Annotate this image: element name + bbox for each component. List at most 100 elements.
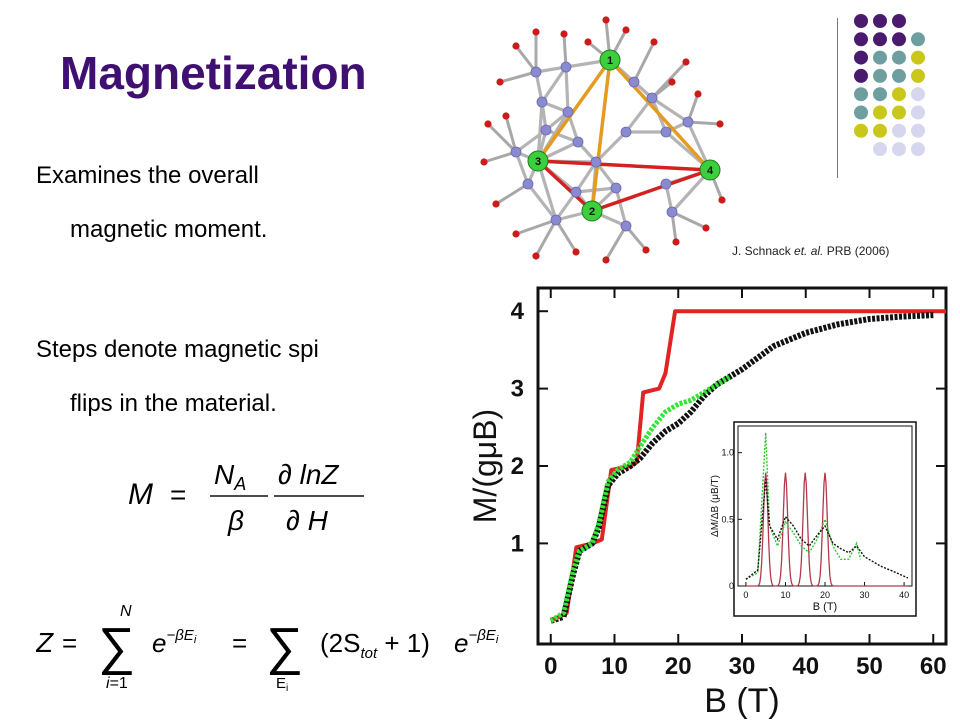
- atom: [584, 38, 591, 45]
- inset-x-tick-label: 0: [743, 590, 748, 600]
- dot: [911, 87, 925, 101]
- dot: [873, 69, 887, 83]
- tetra-edge: [538, 161, 710, 170]
- dot: [911, 51, 925, 65]
- eq-dh: ∂ H: [286, 505, 329, 536]
- inset-x-tick-label: 10: [780, 590, 790, 600]
- atom: [621, 127, 631, 137]
- dot: [892, 32, 906, 46]
- atom: [532, 28, 539, 35]
- atom: [512, 42, 519, 49]
- atom: [622, 26, 629, 33]
- inset-y-tick-label: 1.0: [721, 448, 734, 458]
- bullet-2-line-2: flips in the material.: [70, 392, 277, 416]
- y-tick-label: 4: [511, 298, 525, 325]
- tetra-edge: [610, 60, 710, 170]
- atom: [561, 62, 571, 72]
- bond: [496, 184, 528, 204]
- x-tick-label: 10: [601, 653, 628, 680]
- atom: [541, 125, 551, 135]
- atom: [511, 147, 521, 157]
- eq-beta: β: [227, 505, 244, 536]
- eq-sum-2: ∑: [266, 618, 303, 676]
- dot: [911, 69, 925, 83]
- dot: [892, 142, 906, 156]
- eq-equals-2: =: [232, 628, 247, 658]
- dot: [892, 14, 906, 28]
- magnetization-chart: 0 10 20 30 40 50 60 1 2 3 4 B (T) M/(gμB) 0 10 20 30 40 0 0…: [460, 276, 960, 720]
- atom: [661, 179, 671, 189]
- inset-x-tick-label: 30: [860, 590, 870, 600]
- magnetization-equation: M = NA β ∂ lnZ ∂ H: [128, 448, 388, 538]
- dot: [892, 51, 906, 65]
- atom: [668, 78, 675, 85]
- dot: [854, 51, 868, 65]
- dot: [892, 106, 906, 120]
- dot: [911, 32, 925, 46]
- bullet-1-line-2: magnetic moment.: [70, 218, 267, 242]
- atom: [621, 221, 631, 231]
- x-tick-label: 30: [729, 653, 756, 680]
- bond: [542, 67, 566, 102]
- bond: [616, 188, 626, 226]
- atom: [512, 230, 519, 237]
- atom: [629, 77, 639, 87]
- bond: [672, 212, 706, 228]
- atom: [551, 215, 561, 225]
- atom: [661, 127, 671, 137]
- eq-degeneracy: (2Stot + 1): [320, 628, 430, 662]
- citation-author: J. Schnack: [732, 244, 794, 258]
- atom: [602, 256, 609, 263]
- atom: [480, 158, 487, 165]
- bond: [556, 220, 576, 252]
- x-tick-label: 50: [856, 653, 883, 680]
- y-tick-label: 1: [511, 530, 524, 557]
- citation-journal: PRB (2006): [823, 244, 889, 258]
- dot: [892, 87, 906, 101]
- atom: [602, 16, 609, 23]
- inset-x-tick-label: 20: [820, 590, 830, 600]
- dot: [873, 124, 887, 138]
- atom: [642, 246, 649, 253]
- atom: [560, 30, 567, 37]
- dot: [854, 106, 868, 120]
- dot: [873, 142, 887, 156]
- eq-exp-1: e−βEi: [152, 627, 197, 658]
- eq-na: NA: [214, 459, 246, 494]
- atom: [572, 248, 579, 255]
- bond: [566, 67, 568, 112]
- atom: [563, 107, 573, 117]
- dot: [892, 124, 906, 138]
- citation: J. Schnack et. al. PRB (2006): [732, 244, 889, 258]
- y-axis-label: M/(gμB): [467, 409, 503, 523]
- node-label: 1: [607, 55, 613, 67]
- eq-dlnz: ∂ lnZ: [278, 459, 339, 490]
- dot: [911, 142, 925, 156]
- atom: [492, 200, 499, 207]
- atom: [484, 120, 491, 127]
- atom: [531, 67, 541, 77]
- y-tick-label: 3: [511, 376, 524, 403]
- atom: [702, 224, 709, 231]
- y-tick-label: 2: [511, 453, 524, 480]
- node-label: 4: [707, 165, 714, 177]
- atom: [523, 179, 533, 189]
- eq-equals: =: [170, 479, 186, 510]
- atom: [683, 117, 693, 127]
- bond: [634, 42, 654, 82]
- dot: [854, 69, 868, 83]
- inset-x-tick-label: 40: [899, 590, 909, 600]
- atom: [537, 97, 547, 107]
- node-label: 2: [589, 206, 595, 218]
- inset-y-tick-label: 0: [729, 581, 734, 591]
- bond: [500, 72, 536, 82]
- dot: [911, 106, 925, 120]
- atom: [667, 207, 677, 217]
- dot: [854, 87, 868, 101]
- dot: [892, 69, 906, 83]
- inset-y-axis-label: ΔM/ΔB (μB/T): [710, 475, 721, 537]
- dot: [854, 32, 868, 46]
- dot: [854, 14, 868, 28]
- atom: [591, 157, 601, 167]
- atom: [532, 252, 539, 259]
